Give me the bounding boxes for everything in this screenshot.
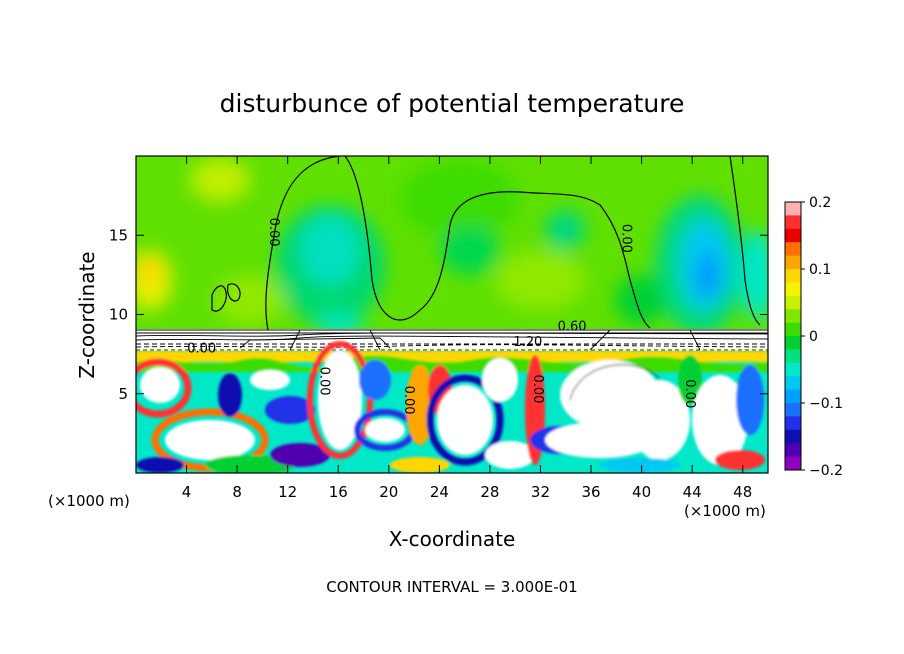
x-tick-label: 40 (632, 483, 651, 501)
colorbar-swatch (785, 322, 801, 337)
x-tick-label: 48 (733, 483, 752, 501)
x-axis: 4 8 12 16 20 24 28 32 36 40 44 48 (182, 156, 752, 501)
colorbar-swatch (785, 309, 801, 324)
contour-labels: 0.00 0.00 0.00 0.00 0.00 0.00 0.00 0.60 1.20 (187, 218, 697, 415)
x-tick-label: 4 (182, 483, 192, 501)
x-tick-label: 36 (581, 483, 600, 501)
colorbar-swatch (785, 403, 801, 417)
x-tick-label: 16 (329, 483, 348, 501)
contour-label: 0.00 (317, 367, 332, 396)
colorbar-swatch (785, 456, 801, 471)
colorbar-swatch (785, 269, 801, 283)
colorbar: 0.2 0.1 0 −0.1 −0.2 (784, 195, 843, 479)
y-axis-label: Z-coordinate (75, 251, 99, 378)
x-tick-label: 24 (430, 483, 449, 501)
colorbar-swatch (785, 282, 801, 297)
x-axis-unit-left: (×1000 m) (48, 492, 130, 510)
contour-label: 0.00 (682, 379, 697, 408)
contour-label: 0.00 (619, 224, 634, 253)
upper-layer-anomalies (136, 158, 768, 335)
colorbar-tick-label: −0.1 (809, 396, 843, 412)
colorbar-tick-label: 0.2 (809, 195, 831, 211)
x-tick-label: 32 (531, 483, 550, 501)
contour-label: 0.00 (266, 218, 281, 247)
colorbar-swatch (785, 215, 801, 230)
contour-label: 0.00 (401, 386, 416, 415)
contour-label: 0.00 (530, 375, 545, 404)
zero-contours (211, 156, 761, 331)
inversion-contours (136, 329, 768, 351)
x-tick-label: 12 (278, 483, 297, 501)
x-axis-unit-right: (×1000 m) (684, 502, 766, 520)
x-tick-label: 20 (379, 483, 398, 501)
y-axis: 5 10 15 (109, 226, 768, 403)
colorbar-tick-label: −0.2 (809, 463, 843, 479)
contour-interval-note: CONTOUR INTERVAL = 3.000E-01 (326, 578, 577, 596)
chart-title: disturbunce of potential temperature (220, 89, 685, 118)
colorbar-swatch (785, 255, 801, 270)
colorbar-swatch (785, 295, 801, 310)
colorbar-tick-label: 0.1 (809, 262, 831, 278)
colorbar-swatch (785, 376, 801, 391)
x-axis-label: X-coordinate (389, 527, 516, 551)
x-tick-label: 44 (683, 483, 702, 501)
colorbar-swatch (785, 429, 801, 444)
colorbar-swatch (785, 336, 801, 350)
colorbar-tick-label: 0 (809, 329, 818, 345)
colorbar-swatch (785, 228, 801, 243)
contour-label: 0.60 (558, 319, 587, 334)
plot-area (136, 156, 768, 473)
colorbar-swatch (785, 443, 801, 458)
x-tick-label: 28 (480, 483, 499, 501)
x-tick-label: 8 (232, 483, 242, 501)
colorbar-swatch (785, 202, 801, 216)
colorbar-swatch (785, 349, 801, 364)
colorbar-swatch (785, 362, 801, 377)
colorbar-swatch (785, 416, 801, 431)
lower-layer-eddies (136, 341, 768, 473)
y-tick-label: 10 (109, 306, 128, 324)
colorbar-swatch (785, 389, 801, 404)
y-tick-label: 15 (109, 226, 128, 244)
colorbar-swatch (785, 242, 801, 257)
contour-label: 0.00 (187, 342, 216, 357)
contour-label: 1.20 (513, 335, 542, 350)
y-tick-label: 5 (118, 385, 128, 403)
